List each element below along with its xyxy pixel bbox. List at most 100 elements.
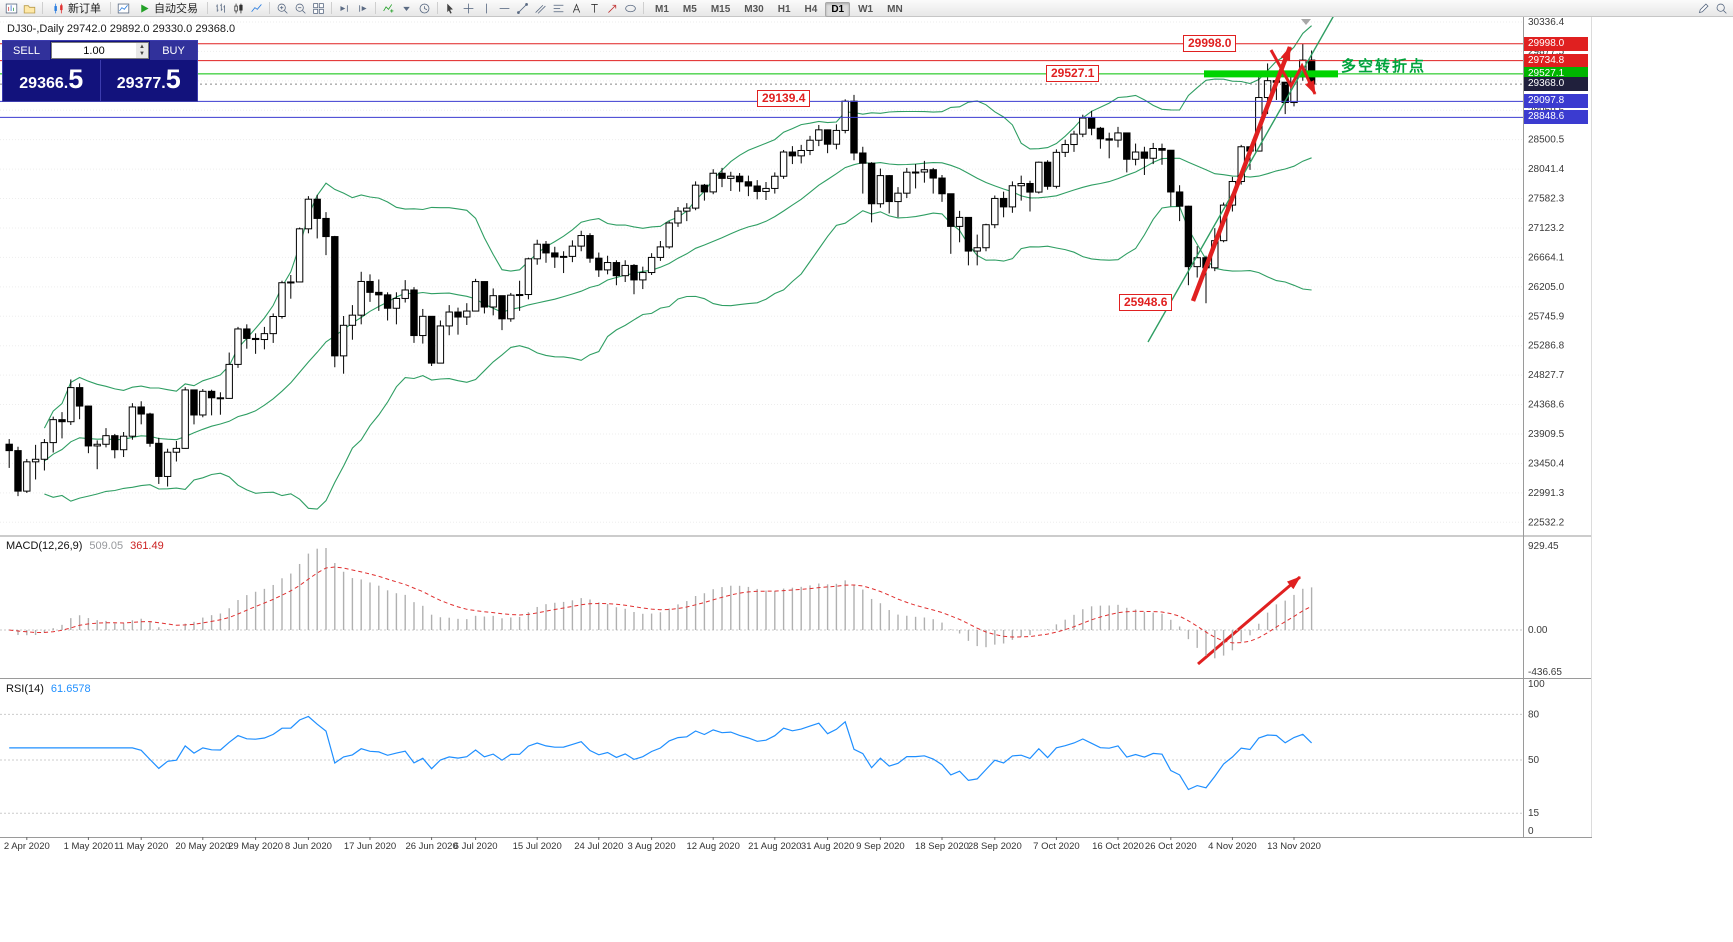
rsi-name: RSI(14) [6,683,44,695]
chart-window-icon[interactable] [115,1,132,16]
toolbar-separator [269,2,270,14]
search-icon[interactable] [1713,1,1730,16]
zoom-out-icon[interactable] [292,1,309,16]
volume-input[interactable] [52,43,136,58]
horizontal-line-icon[interactable] [496,1,513,16]
rsi-value: 61.6578 [50,683,91,695]
svg-text:50: 50 [1528,755,1540,766]
bars-mode-icon[interactable] [212,1,229,16]
edit-icon[interactable] [1695,1,1712,16]
svg-text:-436.65: -436.65 [1528,667,1562,678]
tile-windows-icon[interactable] [310,1,327,16]
volume-stepper[interactable]: ▲ ▼ [136,43,148,58]
svg-text:4 Nov 2020: 4 Nov 2020 [1208,841,1257,852]
svg-text:22532.2: 22532.2 [1528,517,1565,528]
svg-text:26664.1: 26664.1 [1528,252,1565,263]
timeframe-h4[interactable]: H4 [804,4,818,15]
timeframe-h1[interactable]: H1 [777,4,791,15]
toolbar-separator [110,2,111,14]
svg-text:0: 0 [1528,826,1534,837]
price-tag-28848.6: 28848.6 [1524,110,1588,125]
new-order-label: 新订单 [68,3,101,15]
text-label-icon[interactable] [586,1,603,16]
price-tag-29368.0: 29368.0 [1524,77,1588,92]
autoscroll-icon[interactable] [336,1,353,16]
date-axis[interactable] [26,837,1295,840]
indicators-icon[interactable] [380,1,397,16]
chart-shift-marker[interactable] [1301,19,1311,25]
volume-field: ▲ ▼ [51,42,149,59]
channel-icon[interactable] [532,1,549,16]
vertical-line-icon[interactable] [478,1,495,16]
timeframe-w1[interactable]: W1 [858,4,874,15]
cursor-icon[interactable] [442,1,459,16]
rsi-panel [0,713,1523,814]
rally-arrow[interactable] [1190,46,1293,302]
profiles-icon[interactable] [21,1,38,16]
arrows-tool-icon[interactable] [604,1,621,16]
svg-text:8 Jun 2020: 8 Jun 2020 [285,841,332,852]
svg-text:21 Aug 2020: 21 Aug 2020 [748,841,801,852]
timeframe-m5[interactable]: M5 [682,4,697,15]
timeframe-d1[interactable]: D1 [825,2,851,17]
svg-text:929.45: 929.45 [1528,541,1559,552]
buy-price-big-digit: 5 [165,64,181,94]
main-toolbar: 新订单 自动交易 M1 M5 M15 M30 H1 H4 D1 W1 MN [0,0,1733,17]
sell-price-big-digit: 5 [68,64,84,94]
timeframe-m15[interactable]: M15 [710,4,731,15]
timeframe-mn[interactable]: MN [887,4,903,15]
pivot-note-label[interactable]: 多空转折点 [1341,58,1427,75]
svg-text:6 Jul 2020: 6 Jul 2020 [454,841,498,852]
new-order-button[interactable]: 新订单 [47,1,106,16]
price-tag-29097.8: 29097.8 [1524,94,1588,109]
svg-text:17 Jun 2020: 17 Jun 2020 [344,841,396,852]
sell-price[interactable]: 29366. 5 [3,60,101,101]
annotation-price-label[interactable]: 29998.0 [1183,34,1237,52]
chart-shift-icon[interactable] [354,1,371,16]
svg-text:22991.3: 22991.3 [1528,488,1565,499]
timeframes-dropdown-icon[interactable] [416,1,433,16]
sell-button[interactable]: SELL [3,41,50,60]
svg-text:24827.7: 24827.7 [1528,370,1565,381]
toolbar-separator [331,2,332,14]
timeframe-group: M1 M5 M15 M30 H1 H4 D1 W1 MN [648,0,910,17]
macd-name: MACD(12,26,9) [6,540,83,552]
pullback-arrow[interactable] [1269,49,1317,95]
svg-text:12 Aug 2020: 12 Aug 2020 [687,841,740,852]
trendline-icon[interactable] [514,1,531,16]
svg-text:26205.0: 26205.0 [1528,282,1565,293]
sell-price-main: 29366. [19,75,69,92]
timeframe-m30[interactable]: M30 [744,4,764,15]
svg-text:25286.8: 25286.8 [1528,341,1565,352]
svg-text:23909.5: 23909.5 [1528,429,1565,440]
fibonacci-icon[interactable] [550,1,567,16]
text-icon[interactable] [568,1,585,16]
zoom-in-icon[interactable] [274,1,291,16]
new-chart-icon[interactable] [3,1,20,16]
timeframe-m1[interactable]: M1 [655,4,669,15]
buy-button[interactable]: BUY [150,41,197,60]
toolbar-separator [42,2,43,14]
indicators-list-dropdown-icon[interactable] [398,1,415,16]
svg-text:11 May 2020: 11 May 2020 [114,841,168,852]
annotation-price-label[interactable]: 29527.1 [1046,64,1100,82]
panel-separators[interactable] [0,17,1592,838]
stepper-up-icon[interactable]: ▲ [139,43,145,50]
autotrading-button[interactable]: 自动交易 [133,1,203,16]
buy-price-main: 29377. [116,75,166,92]
buy-price[interactable]: 29377. 5 [101,60,198,101]
line-mode-icon[interactable] [248,1,265,16]
toolbar-separator [643,2,644,14]
svg-text:31 Aug 2020: 31 Aug 2020 [801,841,854,852]
crosshair-icon[interactable] [460,1,477,16]
pivot-zone-segment[interactable] [1204,70,1338,78]
stepper-down-icon[interactable]: ▼ [139,50,145,57]
macd-indicator-label: MACD(12,26,9) 509.05 361.49 [6,540,164,552]
candles-mode-icon[interactable] [230,1,247,16]
annotation-price-label[interactable]: 25948.6 [1119,294,1173,312]
shapes-icon[interactable] [622,1,639,16]
autotrading-label: 自动交易 [154,3,198,15]
annotation-price-label[interactable]: 29139.4 [757,89,811,107]
